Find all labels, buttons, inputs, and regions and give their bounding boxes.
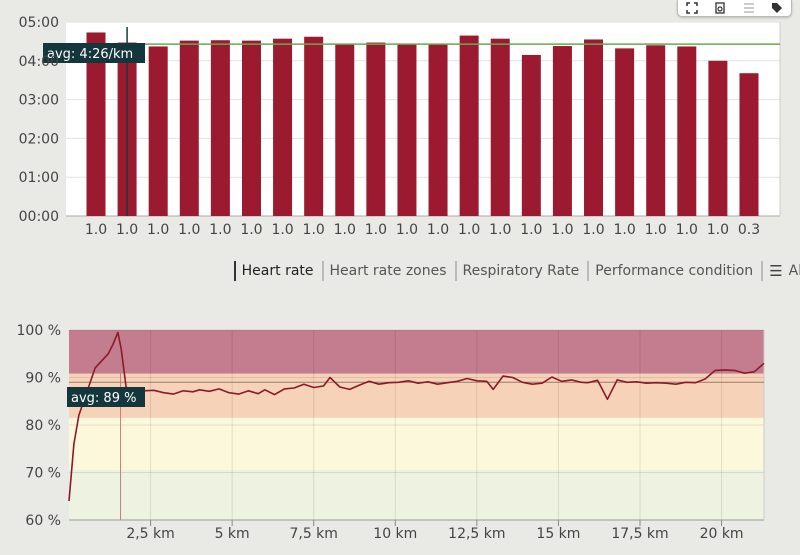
pace-x-tick-label: 1.0 [427, 222, 449, 238]
pace-x-tick-label: 1.0 [582, 222, 604, 238]
tab-label: Heart rate zones [330, 263, 447, 279]
pace-x-tick-label: 1.0 [645, 222, 667, 238]
pace-bar[interactable] [460, 36, 479, 216]
tab-label: All [789, 263, 800, 279]
pace-bar-chart: avg: 4:26/km 00:00 01:00 02:00 03:00 04:00 05… [0, 0, 800, 250]
pace-bar[interactable] [708, 61, 727, 216]
pace-y-tick-label: 04:00 [19, 54, 59, 70]
tab-heart-rate[interactable]: Heart rate [234, 261, 318, 281]
tab-label: Performance condition [595, 263, 753, 279]
tag-icon [771, 2, 783, 14]
pace-bar[interactable] [335, 45, 354, 216]
tab-label: Respiratory Rate [463, 263, 580, 279]
tab-label: Heart rate [242, 263, 314, 279]
pace-bar[interactable] [429, 45, 448, 216]
pace-x-tick-label: 0.3 [738, 222, 760, 238]
pace-bar[interactable] [149, 46, 168, 216]
pace-plot-area [66, 22, 780, 216]
hr-zone-band [69, 374, 764, 418]
pace-bar[interactable] [242, 41, 261, 216]
pace-avg-label: avg: 4:26/km [47, 47, 133, 62]
pace-bar[interactable] [273, 39, 292, 216]
pace-bar[interactable] [304, 37, 323, 216]
pace-bar[interactable] [615, 48, 634, 216]
hr-x-tick-label: 2,5 km [126, 526, 174, 542]
pace-y-tick-label: 02:00 [19, 131, 59, 147]
hr-y-tick-label: 60 % [25, 513, 61, 529]
list-button[interactable] [739, 1, 759, 15]
pace-y-tick-label: 03:00 [19, 93, 59, 109]
pace-y-tick-label: 00:00 [19, 209, 59, 225]
pace-bar[interactable] [211, 40, 230, 216]
pace-x-tick-label: 1.0 [613, 222, 635, 238]
menu-icon: ☰ [769, 262, 782, 280]
fullscreen-button[interactable] [682, 1, 702, 15]
hr-y-tick-label: 70 % [25, 466, 61, 482]
hr-avg-label: avg: 89 % [71, 391, 136, 406]
pace-x-tick-label: 1.0 [520, 222, 542, 238]
hr-zone-band [69, 418, 764, 470]
pace-x-tick-label: 1.0 [209, 222, 231, 238]
pace-bar[interactable] [366, 43, 385, 216]
fullscreen-icon [686, 2, 698, 14]
hr-x-tick-label: 7,5 km [289, 526, 337, 542]
pace-x-tick-label: 1.0 [676, 222, 698, 238]
pace-x-tick-label: 1.0 [116, 222, 138, 238]
pace-x-tick-label: 1.0 [707, 222, 729, 238]
hr-x-tick-label: 5 km [215, 526, 250, 542]
pace-bar[interactable] [491, 39, 510, 216]
pace-bar[interactable] [553, 46, 572, 216]
heart-rate-chart: avg: 89 % 60 % 70 % 80 % 90 % 100 % 2,5 km 5 … [0, 318, 800, 555]
pace-bar[interactable] [180, 41, 199, 216]
hr-x-tick-label: 15 km [536, 526, 580, 542]
pace-bar[interactable] [646, 45, 665, 216]
pace-x-tick-label: 1.0 [85, 222, 107, 238]
tag-button[interactable] [767, 1, 787, 15]
chart-toolbar [677, 0, 792, 17]
export-button[interactable] [710, 1, 730, 15]
pace-x-tick-label: 1.0 [458, 222, 480, 238]
pace-x-tick-label: 1.0 [178, 222, 200, 238]
pace-bar[interactable] [522, 55, 541, 216]
pace-x-tick-label: 1.0 [489, 222, 511, 238]
metric-tabs: Heart rate Heart rate zones Respiratory … [0, 259, 800, 283]
pace-bar[interactable] [740, 73, 759, 216]
hr-x-tick-label: 10 km [373, 526, 417, 542]
pace-y-tick-label: 05:00 [19, 15, 59, 31]
tab-all[interactable]: ☰ All [761, 261, 800, 281]
tab-respiratory-rate[interactable]: Respiratory Rate [455, 261, 584, 281]
pace-bar[interactable] [677, 46, 696, 216]
hr-y-tick-label: 90 % [25, 371, 61, 387]
pace-bar[interactable] [584, 39, 603, 216]
pace-bar[interactable] [397, 45, 416, 216]
pace-x-tick-label: 1.0 [147, 222, 169, 238]
hr-x-tick-label: 20 km [700, 526, 744, 542]
pace-y-tick-label: 01:00 [19, 170, 59, 186]
hr-x-tick-label: 17,5 km [611, 526, 668, 542]
pace-x-tick-label: 1.0 [240, 222, 262, 238]
pace-x-tick-label: 1.0 [365, 222, 387, 238]
list-icon [743, 2, 755, 14]
hr-zone-band [69, 470, 764, 520]
tab-performance-condition[interactable]: Performance condition [587, 261, 757, 281]
pace-x-tick-label: 1.0 [271, 222, 293, 238]
export-icon [714, 2, 726, 14]
tab-heart-rate-zones[interactable]: Heart rate zones [322, 261, 451, 281]
pace-x-tick-label: 1.0 [396, 222, 418, 238]
hr-zone-band [69, 330, 764, 374]
hr-y-tick-label: 80 % [25, 418, 61, 434]
pace-x-tick-label: 1.0 [303, 222, 325, 238]
pace-x-tick-label: 1.0 [551, 222, 573, 238]
pace-x-tick-label: 1.0 [334, 222, 356, 238]
hr-y-tick-label: 100 % [17, 323, 61, 339]
hr-x-tick-label: 12,5 km [448, 526, 505, 542]
